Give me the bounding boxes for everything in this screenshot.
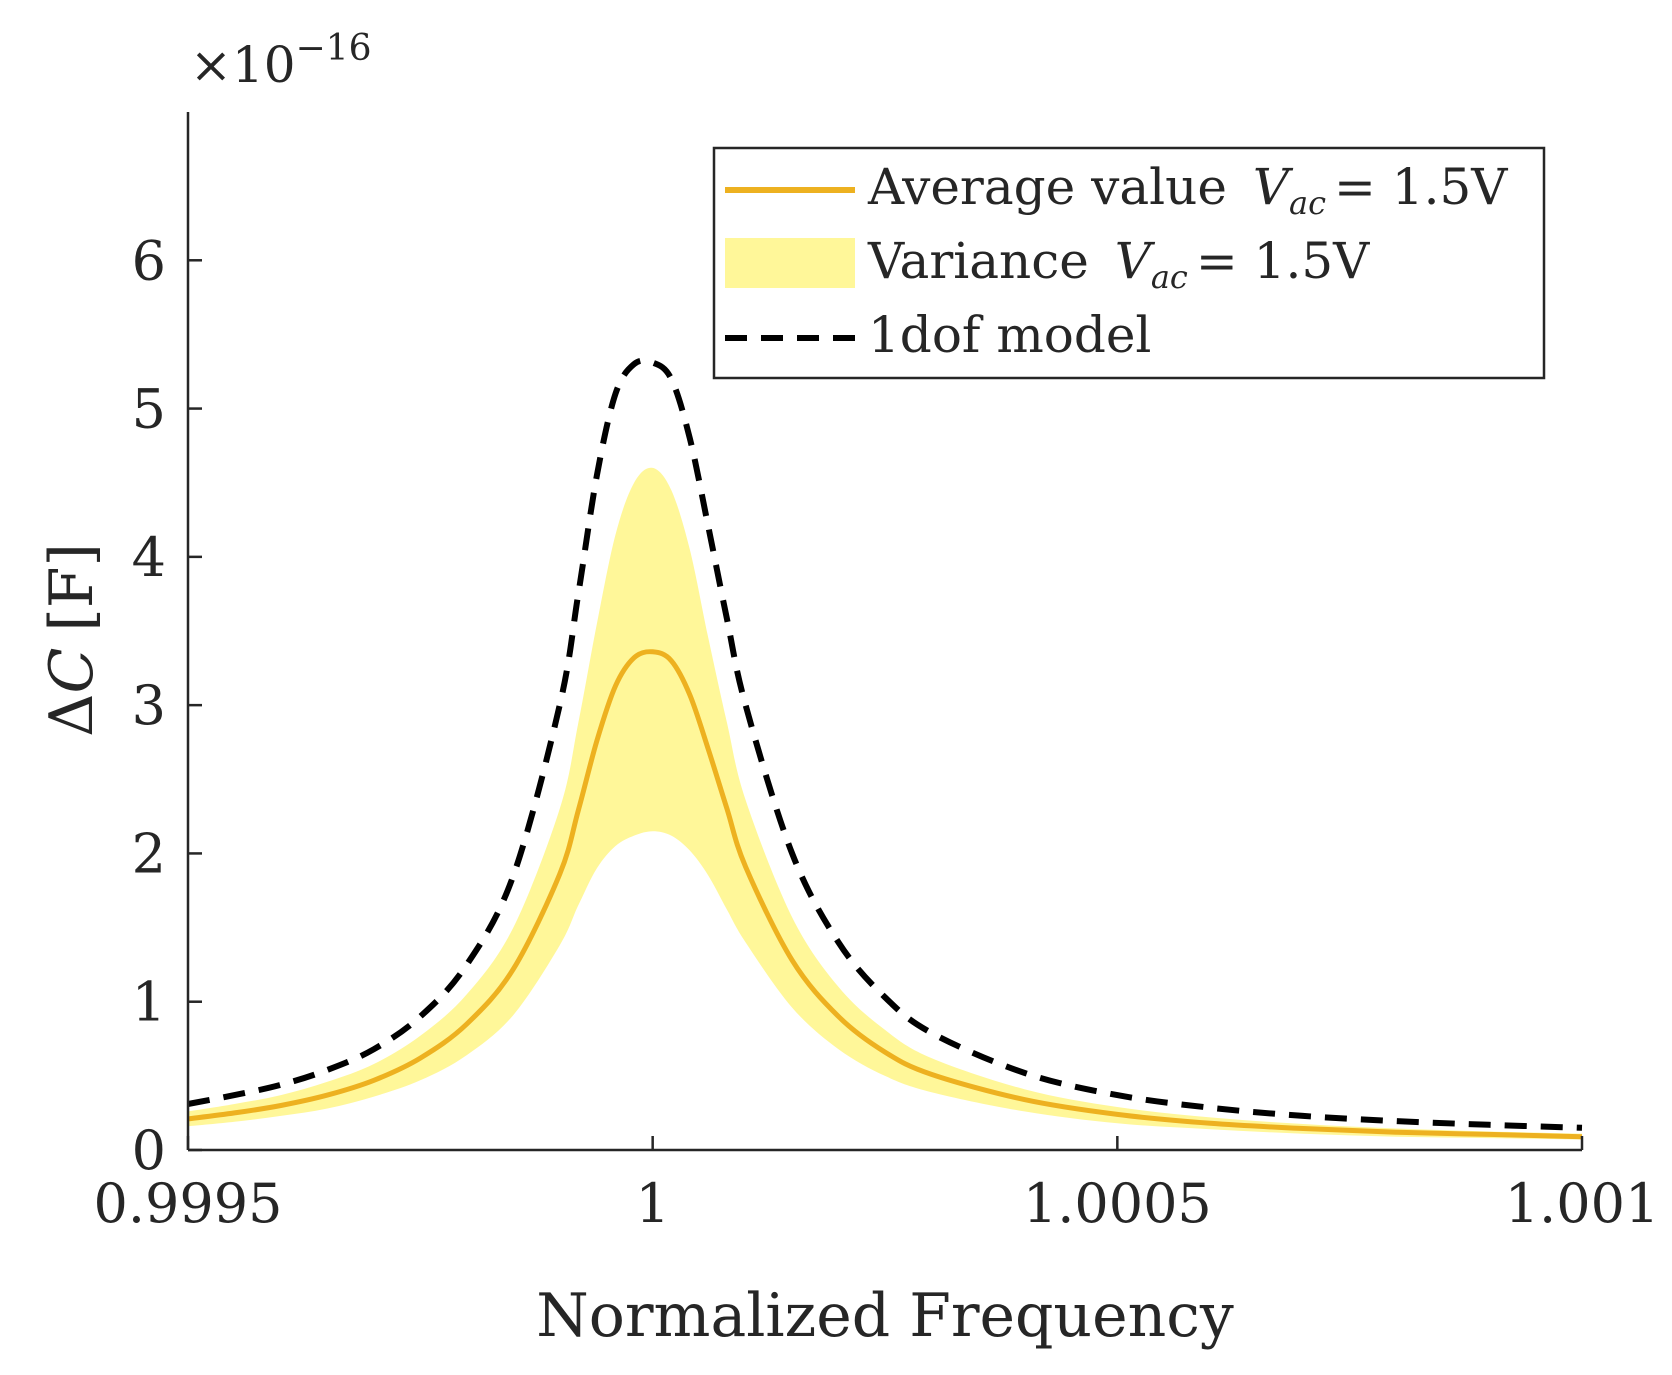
x-ticks: 0.9995 1 1.0005 1.001 [94,1136,1660,1235]
y-exponent-power: −16 [296,28,372,69]
y-axis-delta: Δ [37,694,107,737]
y-ticks: 0 1 2 3 4 5 6 [132,229,202,1182]
x-tick-label: 1 [635,1172,669,1235]
legend: Average value Vac = 1.5V Variance Vac = 1.… [712,146,1546,380]
1dof-model-line [187,357,1583,1131]
legend-label-average: Average value Vac = 1.5V [867,158,1508,222]
legend-label-variance: Variance Vac = 1.5V [867,232,1370,296]
x-tick-label: 1.001 [1505,1172,1660,1235]
legend-label-model: 1dof model [868,306,1151,364]
y-tick-label: 1 [132,971,166,1034]
svg-text:×10−16: ×10−16 [190,28,372,94]
y-tick-label: 3 [132,674,166,737]
y-axis-unit: [F] [37,543,107,631]
legend-entry-variance: Variance Vac = 1.5V [725,232,1370,296]
y-axis-variable: C [37,648,107,694]
y-tick-label: 4 [132,526,166,589]
y-tick-label: 2 [132,822,166,885]
plot-area [187,357,1583,1140]
y-tick-label: 5 [132,378,166,441]
y-exponent-base: ×10 [190,36,296,94]
x-tick-label: 1.0005 [1023,1172,1212,1235]
legend-swatch-variance [725,238,855,288]
average-value-line [187,649,1583,1140]
x-axis-title: Normalized Frequency [536,1281,1234,1351]
y-exponent-label: ×10−16 [190,28,372,94]
y-tick-label: 0 [132,1119,166,1182]
legend-entry-model: 1dof model [725,306,1151,364]
y-axis-title: ΔC [F] [37,543,107,737]
legend-entry-average: Average value Vac = 1.5V [725,158,1508,222]
variance-band [188,467,1582,1140]
x-tick-label: 0.9995 [94,1172,283,1235]
axes: 0.9995 1 1.0005 1.001 0 1 2 3 4 5 6 [94,112,1660,1235]
y-tick-label: 6 [132,229,166,292]
